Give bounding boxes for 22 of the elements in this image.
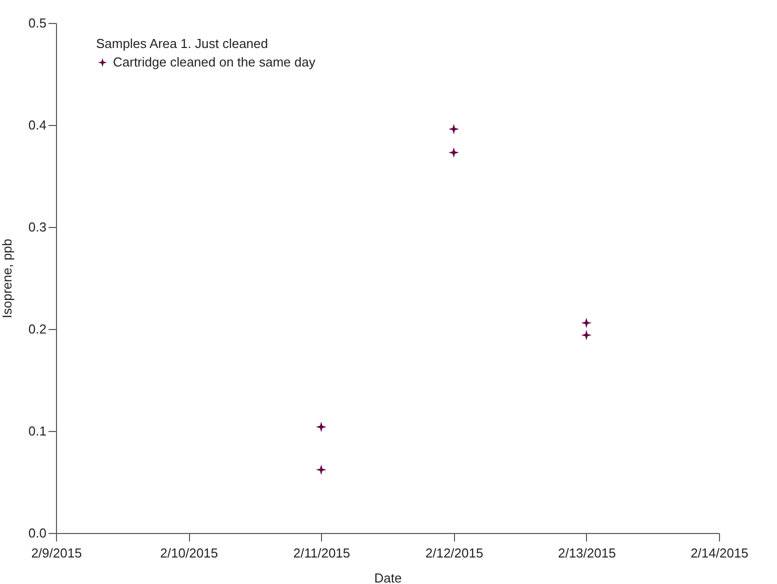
- point: [581, 330, 592, 340]
- y-tick-label: 0.4: [28, 118, 46, 132]
- point: [448, 147, 460, 158]
- y-tick-label: 0.3: [28, 220, 46, 234]
- legend-title: Samples Area 1. Just cleaned: [96, 36, 268, 51]
- x-tick-label: 2/11/2015: [293, 546, 350, 560]
- x-tick-label: 2/10/2015: [160, 546, 218, 560]
- y-tick-label: 0.0: [28, 526, 46, 540]
- y-axis-title: Isoprene, ppb: [0, 238, 14, 318]
- point: [448, 124, 460, 134]
- x-axis-title: Date: [374, 570, 402, 584]
- legend-label: Cartridge cleaned on the same day: [113, 54, 316, 70]
- y-tick-label: 0.2: [28, 322, 46, 336]
- point: [316, 464, 326, 476]
- x-tick-label: 2/12/2015: [425, 546, 484, 560]
- x-tick-label: 2/13/2015: [558, 546, 616, 560]
- point: [316, 422, 326, 432]
- point: [581, 318, 592, 328]
- x-tick-label: 2/14/2015: [690, 546, 748, 560]
- y-tick-label: 0.1: [28, 424, 46, 438]
- x-tick-label: 2/9/2015: [31, 546, 82, 560]
- y-tick-label: 0.5: [28, 16, 46, 30]
